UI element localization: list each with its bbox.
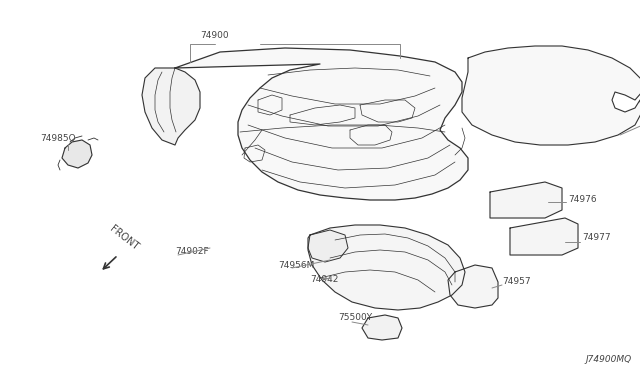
Text: FRONT: FRONT (108, 224, 140, 252)
Polygon shape (462, 46, 640, 145)
Text: 74985Q: 74985Q (40, 134, 76, 142)
Text: 74900: 74900 (201, 31, 229, 40)
Polygon shape (490, 182, 562, 218)
Polygon shape (362, 315, 402, 340)
Text: 74977: 74977 (582, 234, 611, 243)
Text: 75500Y: 75500Y (338, 314, 372, 323)
Polygon shape (448, 265, 498, 308)
Polygon shape (62, 140, 92, 168)
Text: 74957: 74957 (502, 278, 531, 286)
Text: 74976: 74976 (568, 196, 596, 205)
Polygon shape (308, 230, 348, 262)
Text: 74902F: 74902F (175, 247, 209, 257)
Polygon shape (308, 225, 465, 310)
Polygon shape (142, 68, 200, 145)
Polygon shape (175, 48, 468, 200)
Text: 74942: 74942 (310, 276, 339, 285)
Polygon shape (510, 218, 578, 255)
Text: J74900MQ: J74900MQ (586, 355, 632, 364)
Text: 74956M: 74956M (278, 260, 314, 269)
